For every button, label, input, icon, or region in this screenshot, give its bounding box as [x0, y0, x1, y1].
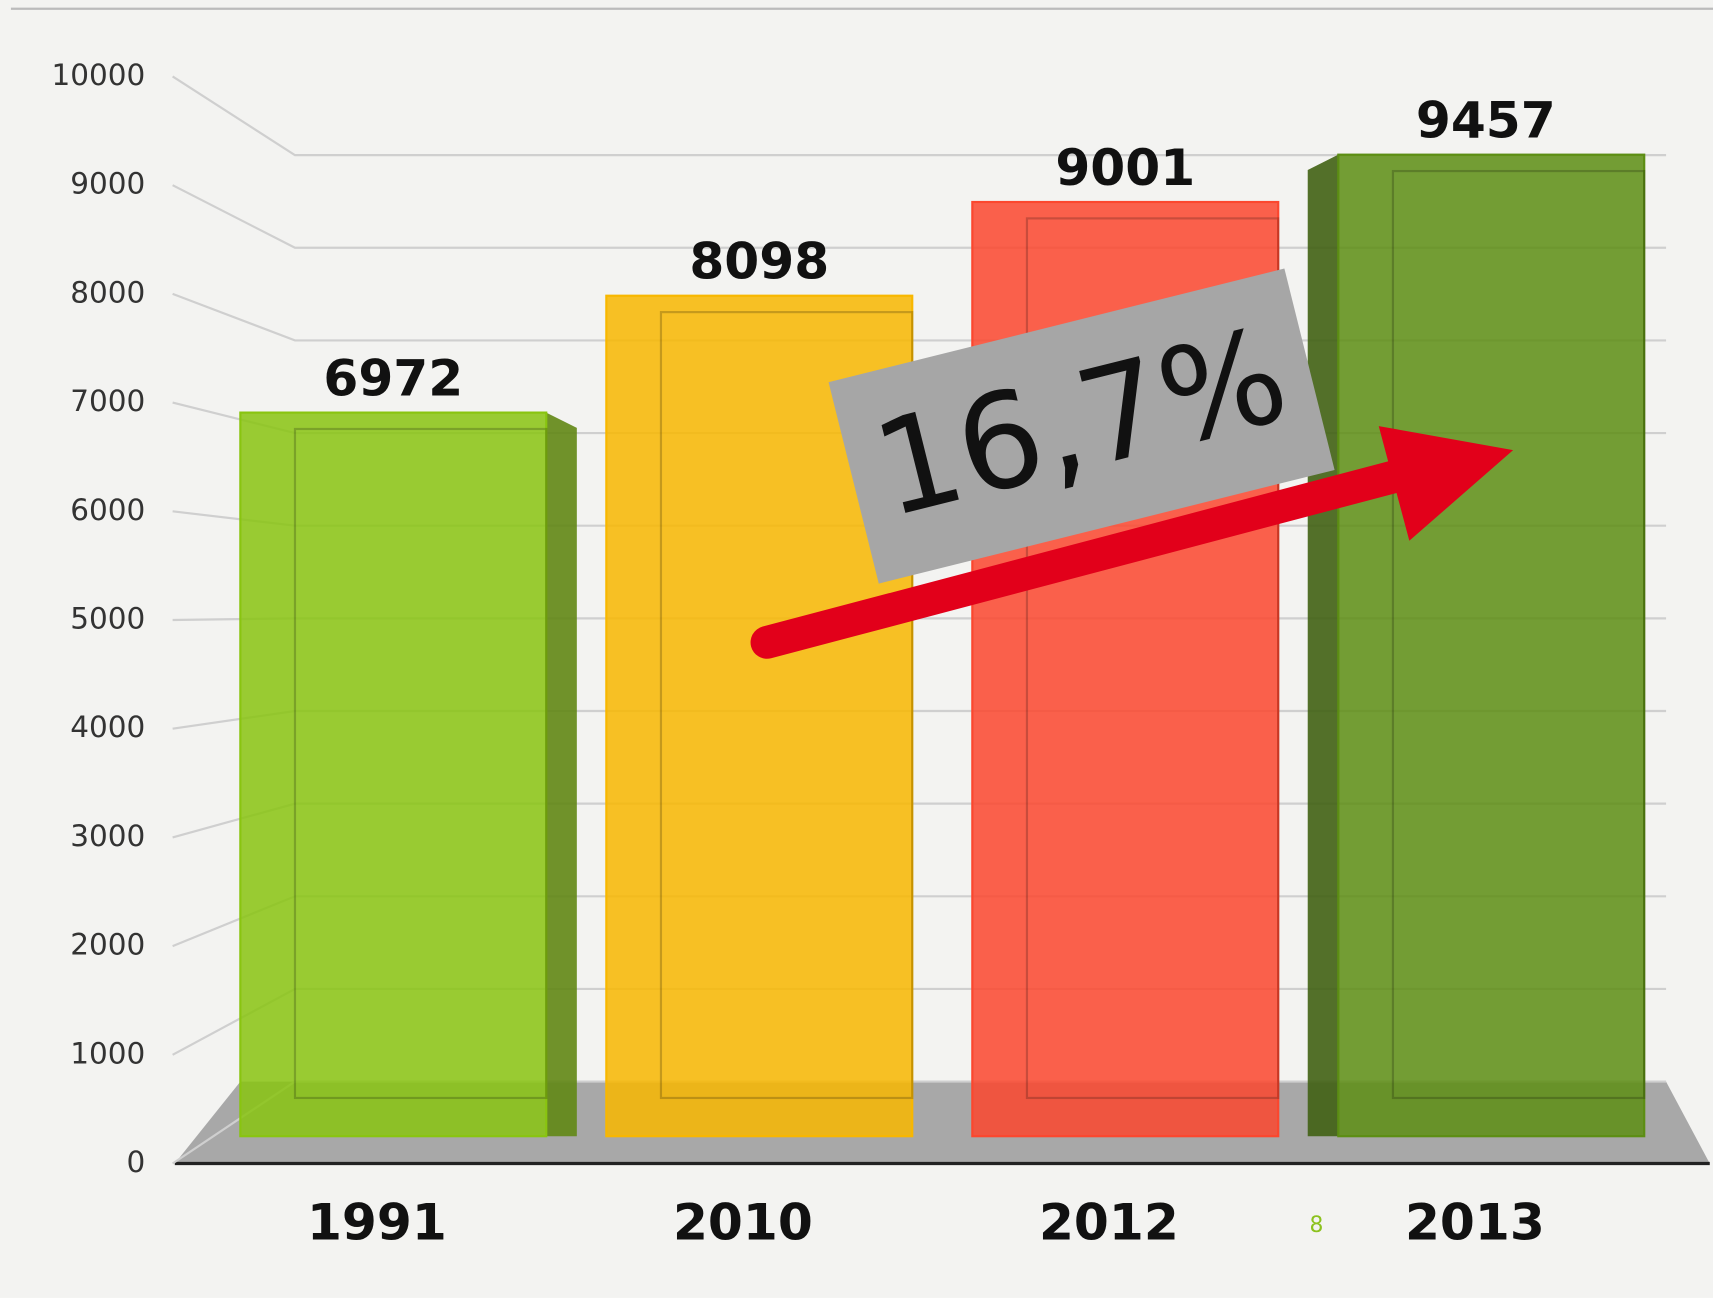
bar-inner-edge [1391, 169, 1646, 1100]
y-tick-label: 10000 [52, 58, 146, 92]
x-tick-label: 1991 [307, 1192, 447, 1251]
x-tick-label: 2012 [1039, 1192, 1179, 1251]
value-label: 9457 [1416, 91, 1556, 150]
arrow-shaft [750, 453, 1437, 659]
bar-inner-edge [293, 427, 548, 1100]
x-tick-label: 2013 [1405, 1192, 1545, 1251]
y-tick-label: 6000 [70, 493, 145, 527]
y-tick-label: 9000 [70, 167, 145, 201]
bar-inner-edge [1025, 217, 1280, 1100]
y-tick-label: 7000 [70, 384, 145, 418]
value-label: 6972 [323, 349, 463, 408]
y-tick-label: 1000 [70, 1036, 145, 1070]
bar-side [546, 412, 577, 1137]
bar [1337, 153, 1646, 1138]
y-tick-label: 8000 [70, 275, 145, 309]
value-label: 8098 [689, 232, 829, 291]
y-tick-label: 2000 [70, 928, 145, 962]
y-tick-label: 4000 [70, 710, 145, 744]
annotation-group: 16,7% [828, 268, 1335, 584]
bar-inner-edge [659, 311, 914, 1100]
y-tick-label: 5000 [70, 601, 145, 635]
bar [239, 411, 548, 1138]
x-tick-label: 2010 [673, 1192, 813, 1251]
arrow-head [1378, 426, 1514, 541]
page-number: 8 [1310, 1213, 1324, 1238]
grid-line [172, 75, 1667, 157]
y-tick-label: 3000 [70, 819, 145, 853]
value-label: 9001 [1055, 138, 1195, 197]
annotation-box [828, 268, 1335, 584]
bar-side [1307, 154, 1339, 1137]
y-tick-label: 0 [127, 1145, 146, 1179]
